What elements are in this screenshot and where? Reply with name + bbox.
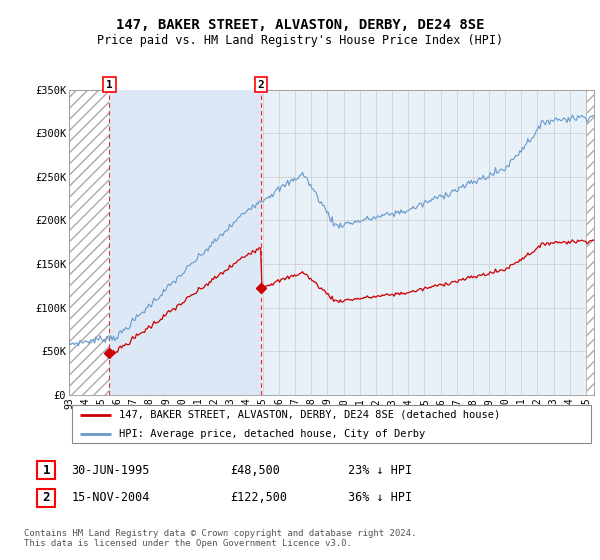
Bar: [586, 90, 594, 395]
Text: 23% ↓ HPI: 23% ↓ HPI: [347, 464, 412, 477]
Bar: [109, 90, 261, 395]
Text: 36% ↓ HPI: 36% ↓ HPI: [347, 491, 412, 504]
Text: £122,500: £122,500: [230, 491, 287, 504]
Text: Price paid vs. HM Land Registry's House Price Index (HPI): Price paid vs. HM Land Registry's House …: [97, 34, 503, 47]
Text: HPI: Average price, detached house, City of Derby: HPI: Average price, detached house, City…: [119, 429, 425, 439]
Bar: [69, 90, 109, 395]
Text: £48,500: £48,500: [230, 464, 280, 477]
Text: 147, BAKER STREET, ALVASTON, DERBY, DE24 8SE: 147, BAKER STREET, ALVASTON, DERBY, DE24…: [116, 18, 484, 32]
FancyBboxPatch shape: [37, 461, 55, 479]
Text: 2: 2: [257, 80, 264, 90]
Text: 147, BAKER STREET, ALVASTON, DERBY, DE24 8SE (detached house): 147, BAKER STREET, ALVASTON, DERBY, DE24…: [119, 409, 500, 419]
FancyBboxPatch shape: [37, 489, 55, 506]
Text: 1: 1: [106, 80, 113, 90]
Text: 15-NOV-2004: 15-NOV-2004: [71, 491, 150, 504]
Text: Contains HM Land Registry data © Crown copyright and database right 2024.
This d: Contains HM Land Registry data © Crown c…: [24, 529, 416, 548]
Text: 30-JUN-1995: 30-JUN-1995: [71, 464, 150, 477]
Text: 2: 2: [43, 491, 50, 504]
FancyBboxPatch shape: [71, 405, 592, 443]
Text: 1: 1: [43, 464, 50, 477]
